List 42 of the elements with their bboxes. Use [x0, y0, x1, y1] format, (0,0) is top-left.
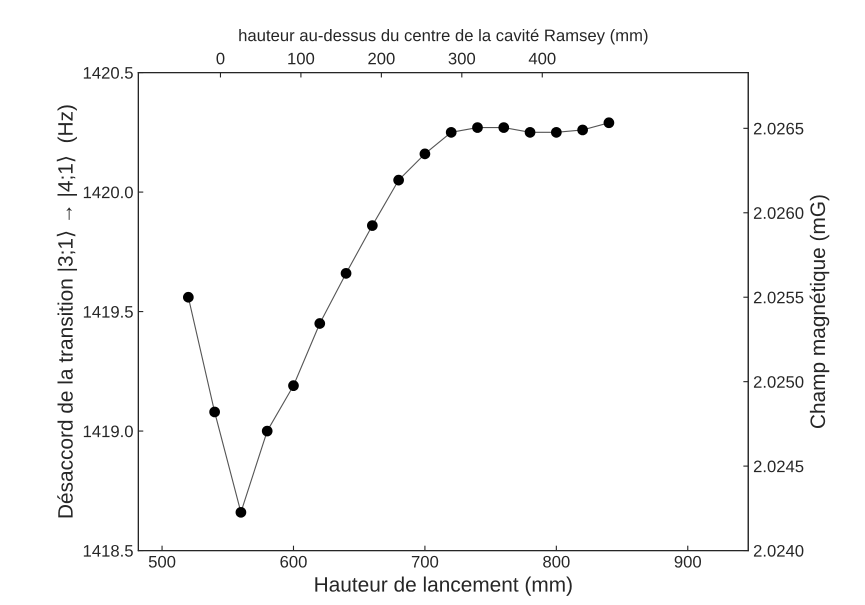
x2-tick-label: 400 — [528, 52, 556, 64]
x2-tick-label: 200 — [368, 52, 395, 64]
point — [472, 122, 483, 133]
point — [446, 126, 457, 138]
point — [393, 174, 404, 186]
y2-tick-label: 2.0250 — [754, 376, 804, 388]
point — [524, 126, 536, 138]
y2-tick-label: 2.0265 — [754, 122, 804, 135]
y-tick-label: 1419.5 — [84, 306, 133, 318]
point — [366, 220, 378, 231]
x-axis-title: Hauteur de lancement (mm) — [315, 576, 572, 596]
x2-axis-title: hauteur au-dessus du centre de la cavité Ramsey (mm) — [239, 28, 648, 45]
y-tick-label: 1420.0 — [84, 186, 133, 198]
y2-tick-label: 2.0255 — [754, 292, 804, 304]
x-tick-label: 500 — [148, 556, 176, 568]
point — [236, 506, 246, 518]
point — [288, 380, 299, 392]
y2-axis-title: Champ magnétique (mG) — [810, 195, 830, 428]
y-axis-title: Désaccord de la transition |3;1⟩ → |4;1⟩ (Hz) — [56, 105, 78, 518]
y-tick-label: 1418.5 — [84, 544, 133, 557]
point — [550, 126, 562, 138]
point — [420, 148, 430, 160]
x2-tick-label: 0 — [216, 52, 224, 64]
point — [577, 124, 588, 136]
y2-tick-label: 2.0245 — [754, 460, 804, 472]
point — [209, 406, 220, 418]
y-tick-label: 1420.5 — [84, 67, 133, 79]
x-tick-label: 700 — [412, 556, 438, 568]
point — [314, 318, 326, 329]
x-tick-label: 900 — [674, 556, 702, 568]
x2-tick-label: 100 — [288, 52, 314, 64]
point — [340, 268, 352, 279]
y-tick-label: 1419.0 — [84, 425, 133, 438]
point — [498, 122, 510, 133]
point — [262, 426, 273, 436]
x-tick-label: 600 — [280, 556, 307, 568]
x-tick-label: 800 — [543, 556, 570, 568]
y2-tick-label: 2.0260 — [754, 207, 804, 219]
point — [604, 117, 614, 128]
x2-tick-label: 300 — [448, 52, 476, 64]
y2-tick-label: 2.0240 — [754, 544, 804, 557]
point — [182, 292, 194, 303]
